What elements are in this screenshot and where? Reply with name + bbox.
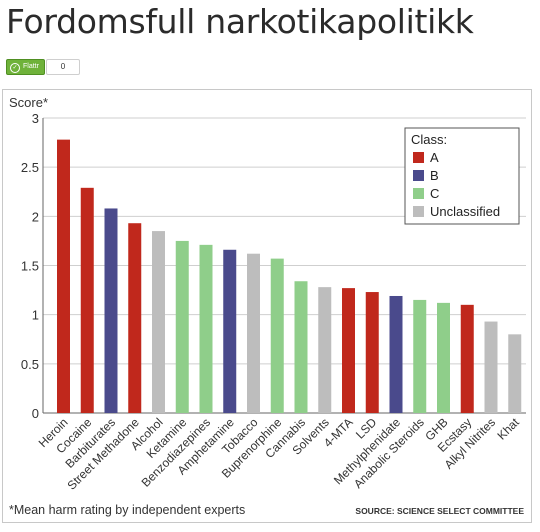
legend-swatch-c <box>413 188 424 199</box>
bar-tobacco <box>247 253 260 413</box>
legend-swatch-a <box>413 152 424 163</box>
chart-source: SOURCE: SCIENCE SELECT COMMITTEE <box>355 506 524 516</box>
legend-label-a: A <box>430 150 439 165</box>
bar-4-mta <box>342 288 355 413</box>
y-tick-label: 2 <box>32 209 39 224</box>
y-tick-label: 1.5 <box>21 259 39 274</box>
bar-ketamine <box>175 240 189 413</box>
bar-heroin <box>57 139 70 413</box>
bar-anabolic-steroids <box>413 299 427 413</box>
y-tick-label: 2.5 <box>21 160 39 175</box>
y-tick-label: 0 <box>32 406 39 421</box>
bar-street-methadone <box>128 223 142 413</box>
y-axis-label: Score* <box>9 95 48 110</box>
legend-label-c: C <box>430 186 439 201</box>
bar-cannabis <box>294 281 308 413</box>
bar-khat <box>508 334 522 413</box>
bar-ecstasy <box>460 304 474 413</box>
chart-footnote: *Mean harm rating by independent experts <box>9 503 245 517</box>
flattr-label: Flattr <box>23 63 39 70</box>
y-tick-label: 0.5 <box>21 357 39 372</box>
bar-alkyl-nitrites <box>484 321 498 413</box>
bar-cocaine <box>80 187 94 413</box>
bar-amphetamine <box>223 249 237 413</box>
y-tick-label: 1 <box>32 308 39 323</box>
chart-frame: 0 0.5 1 1.5 2 2.5 3 Score* Heroin Cocaine Barbitur… <box>2 89 532 523</box>
bar-alcohol <box>152 231 165 413</box>
bar-lsd <box>365 292 379 413</box>
bar-ghb <box>437 302 450 413</box>
y-tick-label: 3 <box>32 111 39 126</box>
legend-label-unclassified: Unclassified <box>430 204 500 219</box>
flattr-count: 0 <box>46 59 80 75</box>
legend-title: Class: <box>411 132 447 147</box>
x-tick-label: Khat <box>495 415 523 443</box>
bar-barbiturates <box>104 208 118 413</box>
flattr-icon: ✓ <box>10 63 20 73</box>
page-title: Fordomsfull narkotikapolitikk <box>6 2 474 41</box>
bar-buprenorphine <box>270 258 284 413</box>
legend-label-b: B <box>430 168 439 183</box>
bar-benzodiazepines <box>199 244 213 413</box>
legend-swatch-b <box>413 170 424 181</box>
harm-bar-chart: 00.511.522.53Score*HeroinCocaineBarbitur… <box>9 95 526 517</box>
bar-methylphenidate <box>389 295 403 413</box>
legend-swatch-unclassified <box>413 206 424 217</box>
flattr-button[interactable]: ✓ Flattr <box>6 59 45 75</box>
bar-solvents <box>318 287 332 413</box>
